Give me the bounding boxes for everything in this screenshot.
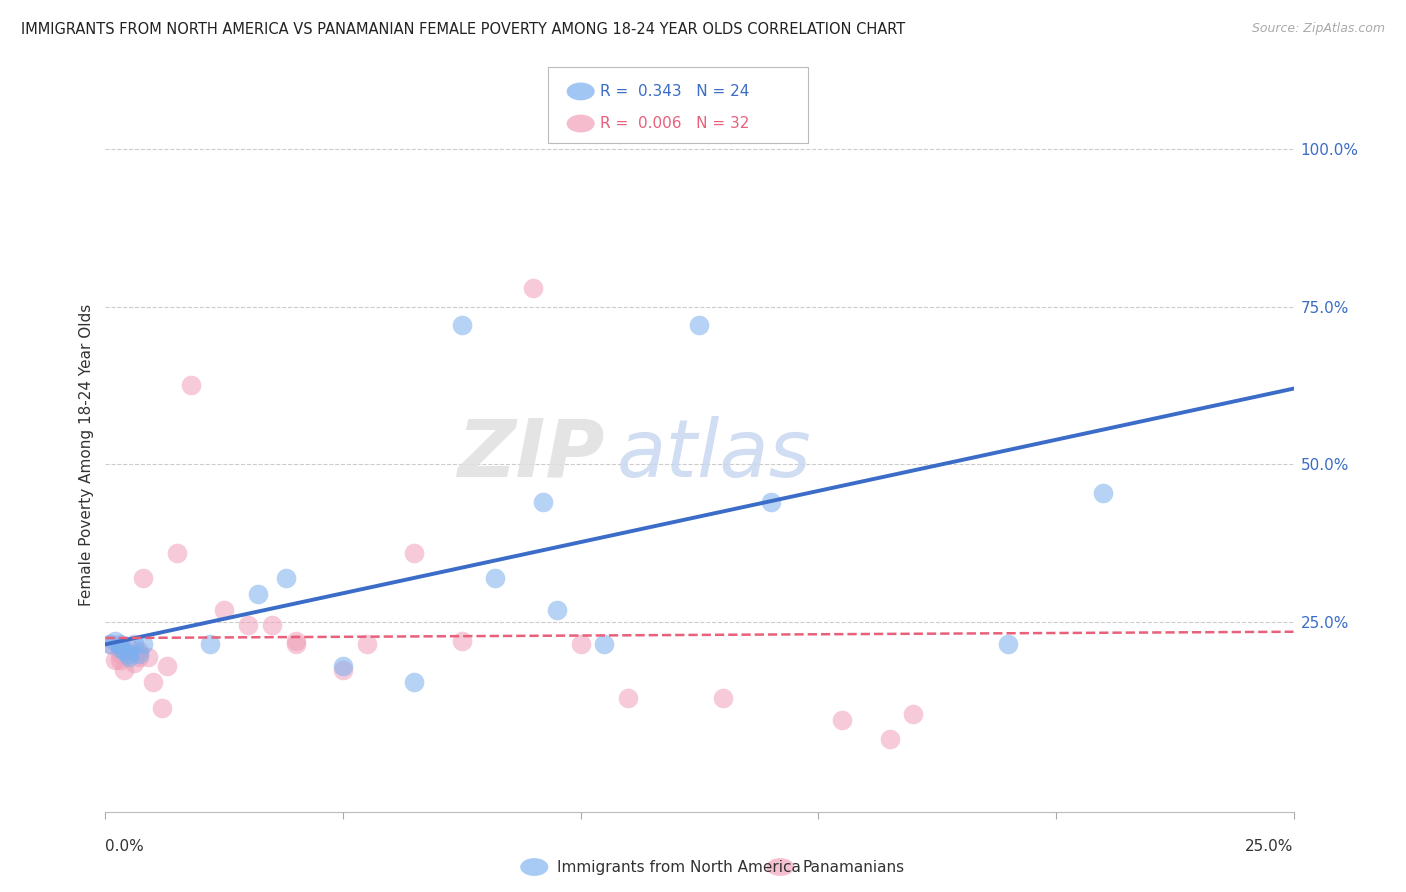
Point <box>152 700 174 714</box>
Point <box>484 571 506 585</box>
Point <box>546 602 568 616</box>
Point <box>450 318 472 333</box>
Point <box>903 706 925 721</box>
Point <box>128 643 150 657</box>
Point <box>214 602 236 616</box>
Point <box>108 653 131 667</box>
Point <box>132 571 155 585</box>
Point <box>997 637 1019 651</box>
Point <box>132 637 155 651</box>
Text: ZIP: ZIP <box>457 416 605 494</box>
Point <box>104 653 127 667</box>
Point <box>284 634 307 648</box>
Point <box>128 647 150 661</box>
Point <box>118 640 141 655</box>
Text: 0.0%: 0.0% <box>105 839 145 854</box>
Point <box>166 546 188 560</box>
Point <box>531 495 554 509</box>
Point <box>356 637 378 651</box>
Point <box>522 280 544 294</box>
Y-axis label: Female Poverty Among 18-24 Year Olds: Female Poverty Among 18-24 Year Olds <box>79 304 94 606</box>
Point <box>108 640 131 655</box>
Point <box>246 587 269 601</box>
Point <box>180 378 202 392</box>
Point <box>156 659 179 673</box>
Point <box>142 675 165 690</box>
Point <box>98 637 121 651</box>
Point <box>759 495 782 509</box>
Point <box>198 637 221 651</box>
Point <box>108 637 131 651</box>
Point <box>831 713 853 727</box>
Text: IMMIGRANTS FROM NORTH AMERICA VS PANAMANIAN FEMALE POVERTY AMONG 18-24 YEAR OLDS: IMMIGRANTS FROM NORTH AMERICA VS PANAMAN… <box>21 22 905 37</box>
Point <box>128 650 150 665</box>
Point <box>569 637 592 651</box>
Point <box>136 650 159 665</box>
Point <box>122 637 145 651</box>
Point <box>1092 485 1115 500</box>
Point <box>617 691 640 706</box>
Text: 25.0%: 25.0% <box>1246 839 1294 854</box>
Point <box>114 643 136 657</box>
Point <box>593 637 616 651</box>
Point <box>114 663 136 677</box>
Point <box>879 732 901 747</box>
Point <box>274 571 297 585</box>
Point <box>260 618 283 632</box>
Point <box>122 657 145 671</box>
Text: Immigrants from North America: Immigrants from North America <box>557 860 800 874</box>
Point <box>404 546 426 560</box>
Point <box>404 675 426 690</box>
Point <box>236 618 259 632</box>
Point <box>450 634 472 648</box>
Text: Source: ZipAtlas.com: Source: ZipAtlas.com <box>1251 22 1385 36</box>
Point <box>118 647 141 661</box>
Text: R =  0.343   N = 24: R = 0.343 N = 24 <box>600 84 749 99</box>
Point <box>284 637 307 651</box>
Text: atlas: atlas <box>616 416 811 494</box>
Point <box>689 318 711 333</box>
Point <box>104 634 127 648</box>
Text: Panamanians: Panamanians <box>803 860 905 874</box>
Text: R =  0.006   N = 32: R = 0.006 N = 32 <box>600 116 749 131</box>
Point <box>118 650 141 665</box>
Point <box>98 637 121 651</box>
Point <box>332 659 354 673</box>
Point <box>332 663 354 677</box>
Point <box>108 647 131 661</box>
Point <box>711 691 734 706</box>
